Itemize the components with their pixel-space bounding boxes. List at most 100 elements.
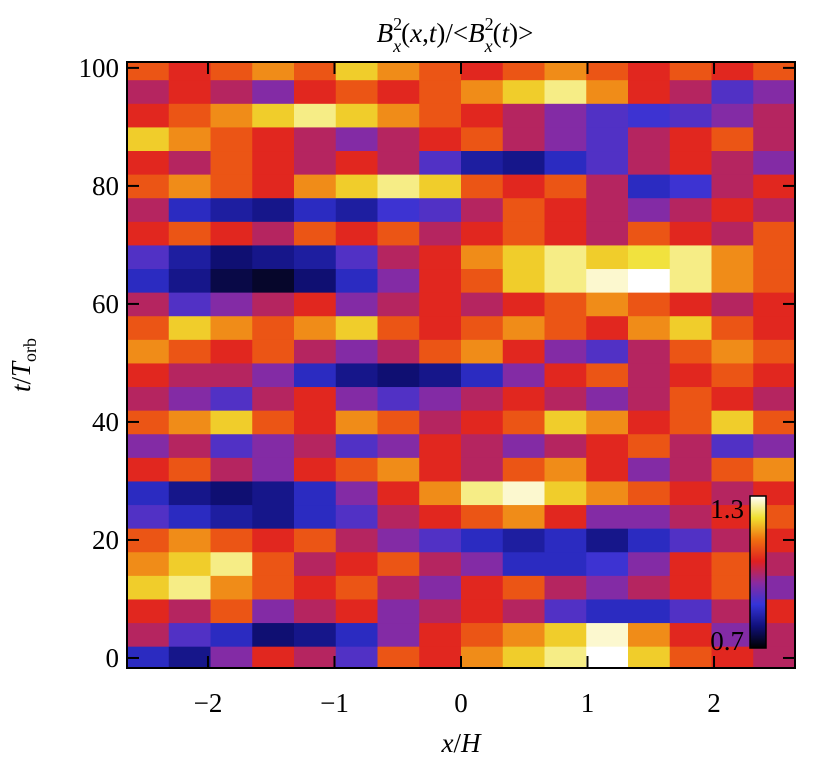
heat-cell (252, 174, 295, 199)
heat-cell (544, 551, 587, 576)
heat-cell (252, 433, 295, 458)
heat-cell (461, 551, 504, 576)
heat-cell (252, 528, 295, 553)
heat-cell (127, 62, 170, 81)
heat-cell (127, 79, 170, 104)
heat-cell (377, 362, 420, 388)
heat-cell (711, 315, 754, 340)
heat-cell (669, 551, 712, 576)
heat-cell (753, 362, 795, 388)
heat-cell (210, 504, 253, 529)
y-tick-label: 0 (106, 643, 120, 673)
heat-cell (168, 551, 211, 576)
heat-cell (252, 598, 295, 624)
heat-cell (669, 410, 712, 435)
heat-cell (669, 315, 712, 340)
heat-cell (586, 575, 629, 600)
heat-cell (753, 268, 795, 293)
heat-cell (753, 457, 795, 482)
heat-cell (753, 126, 795, 152)
heat-cell (628, 646, 671, 668)
heat-cell (419, 410, 462, 435)
heat-cell (628, 126, 671, 152)
heat-cell (335, 62, 378, 81)
heat-cell (168, 480, 211, 506)
heat-cell (168, 598, 211, 624)
heat-cell (377, 528, 420, 553)
heat-cell (210, 197, 253, 222)
heat-cell (628, 221, 671, 246)
heat-cell (294, 268, 337, 293)
heat-cell (586, 646, 629, 668)
heat-cell (419, 197, 462, 222)
heat-cell (419, 457, 462, 482)
heat-cell (586, 244, 629, 270)
heatmap (127, 62, 795, 668)
y-tick-label: 20 (92, 525, 119, 555)
heat-cell (669, 150, 712, 175)
heat-cell (502, 221, 545, 246)
heat-cell (210, 339, 253, 364)
heat-cell (461, 103, 504, 128)
heat-cell (168, 103, 211, 128)
heat-cell (252, 292, 295, 317)
heat-cell (127, 551, 170, 576)
heat-cell (335, 622, 378, 647)
heat-cell (544, 174, 587, 199)
heat-cell (335, 433, 378, 458)
heat-cell (544, 126, 587, 152)
heat-cell (711, 386, 754, 411)
heat-cell (419, 150, 462, 175)
heat-cell (419, 244, 462, 270)
heat-cell (669, 174, 712, 199)
heat-cell (377, 174, 420, 199)
heat-cell (544, 410, 587, 435)
heat-cell (294, 292, 337, 317)
heat-cell (502, 528, 545, 553)
heat-cell (711, 103, 754, 128)
heat-cell (377, 79, 420, 104)
heat-cell (252, 126, 295, 152)
heat-cell (586, 79, 629, 104)
heat-cell (586, 528, 629, 553)
heat-cell (294, 646, 337, 668)
heat-cell (461, 575, 504, 600)
heat-cell (502, 315, 545, 340)
heat-cell (168, 62, 211, 81)
heat-cell (711, 339, 754, 364)
heat-cell (127, 646, 170, 668)
heat-cell (252, 103, 295, 128)
heat-cell (252, 221, 295, 246)
heat-cell (502, 386, 545, 411)
heat-cell (210, 598, 253, 624)
heat-cell (461, 433, 504, 458)
heat-cell (377, 504, 420, 529)
heat-cell (252, 150, 295, 175)
heat-cell (294, 221, 337, 246)
heat-cell (335, 362, 378, 388)
heat-cell (294, 197, 337, 222)
y-axis-label: t/Torb (6, 338, 40, 392)
heat-cell (377, 575, 420, 600)
heat-cell (669, 197, 712, 222)
heat-cell (252, 315, 295, 340)
colorbar-tick-label: 0.7 (710, 626, 744, 656)
heat-cell (419, 339, 462, 364)
heat-cell (419, 504, 462, 529)
heat-cell (294, 386, 337, 411)
heat-cell (377, 268, 420, 293)
heat-cell (168, 174, 211, 199)
heat-cell (419, 315, 462, 340)
heat-cell (586, 315, 629, 340)
heat-cell (628, 480, 671, 506)
heat-cell (628, 386, 671, 411)
heat-cell (335, 480, 378, 506)
heat-cell (294, 575, 337, 600)
heat-cell (544, 150, 587, 175)
heat-cell (377, 315, 420, 340)
heat-cell (335, 126, 378, 152)
heat-cell (628, 103, 671, 128)
heat-cell (335, 504, 378, 529)
heat-cell (210, 457, 253, 482)
heat-cell (711, 480, 754, 506)
